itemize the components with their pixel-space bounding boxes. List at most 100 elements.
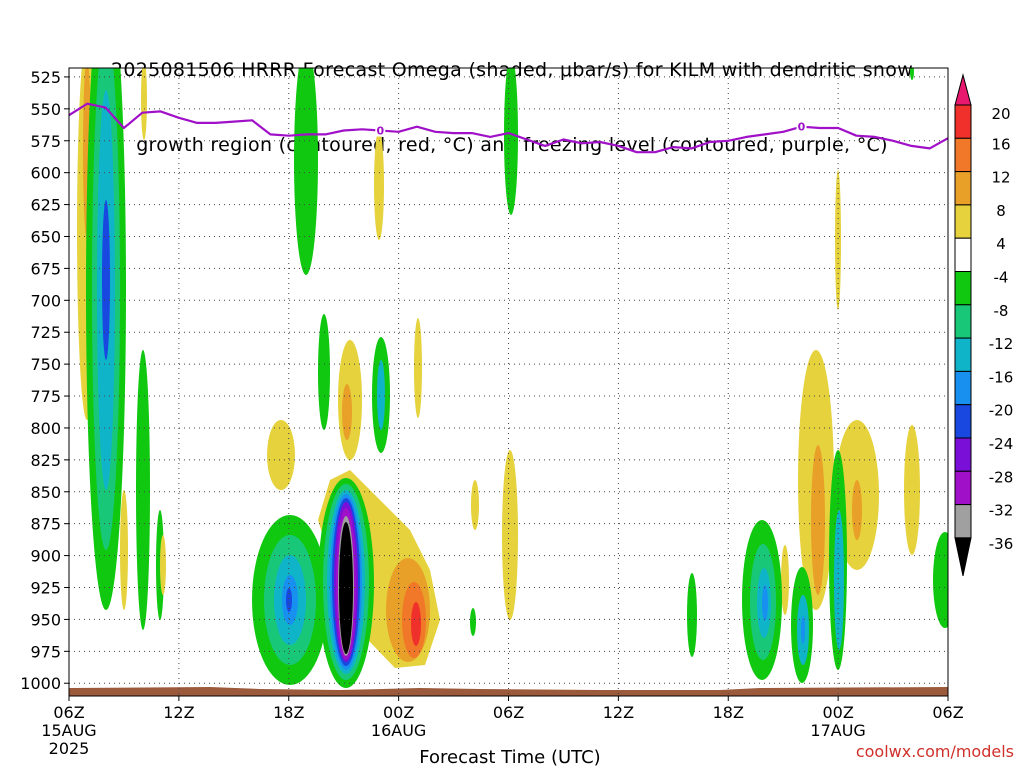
freezing-level-label: 0 xyxy=(798,121,806,134)
freezing-level-label-bg xyxy=(375,123,386,137)
y-tick-label: 750 xyxy=(30,355,61,374)
colorbar-swatch xyxy=(954,304,972,339)
y-tick-label: 575 xyxy=(30,132,61,151)
colorbar: 20 16 12 8 4 -4 -8 -12 -16 -20 -24 -28 -32 -36 xyxy=(954,73,1014,577)
omega-updraft-cell xyxy=(781,545,789,615)
colorbar-swatch xyxy=(954,437,972,472)
omega-updraft-cell xyxy=(342,384,352,440)
omega-downdraft-cell xyxy=(318,314,330,430)
freezing-level-label-bg xyxy=(796,119,807,133)
y-tick-label: 900 xyxy=(30,547,61,566)
y-tick-label: 525 xyxy=(30,68,61,87)
colorbar-swatch xyxy=(954,504,972,539)
omega-updraft-cell xyxy=(160,535,166,595)
x-tick-label: 00Z xyxy=(822,703,853,722)
x-tick-date-label: 17AUG xyxy=(810,721,865,740)
colorbar-swatch xyxy=(954,137,972,173)
x-tick-label: 06Z xyxy=(493,703,524,722)
colorbar-label: -32 xyxy=(989,502,1014,520)
y-tick-label: 1000 xyxy=(20,674,61,693)
colorbar-swatch xyxy=(954,237,972,272)
colorbar-label: 20 xyxy=(991,105,1010,123)
y-axis: 525 550 575 600 625 650 675 700 725 750 775 800 825 8… xyxy=(20,68,69,693)
x-tick-label: 18Z xyxy=(713,703,744,722)
x-tick-date-label: 15AUG xyxy=(41,721,96,740)
colorbar-swatch xyxy=(954,470,972,506)
colorbar-label: -4 xyxy=(994,269,1009,287)
credit-text: coolwx.com/models xyxy=(856,742,1014,761)
y-tick-label: 650 xyxy=(30,227,61,246)
omega-updraft-cell xyxy=(267,420,295,490)
y-tick-label: 800 xyxy=(30,419,61,438)
y-tick-label: 675 xyxy=(30,259,61,278)
omega-updraft-cell xyxy=(471,480,479,530)
colorbar-label: -8 xyxy=(994,302,1009,320)
omega-downdraft-cell xyxy=(286,588,292,612)
y-tick-label: 775 xyxy=(30,387,61,406)
omega-updraft-cell xyxy=(374,130,384,240)
colorbar-swatch xyxy=(954,204,972,239)
colorbar-label: -36 xyxy=(989,535,1014,553)
omega-updraft-cell xyxy=(852,480,862,540)
colorbar-label: 16 xyxy=(991,135,1010,153)
colorbar-bottom-arrow xyxy=(954,537,972,577)
y-tick-label: 950 xyxy=(30,610,61,629)
colorbar-label: -12 xyxy=(989,335,1014,353)
omega-updraft-cell xyxy=(120,490,128,610)
colorbar-label: 8 xyxy=(996,202,1006,220)
omega-downdraft-cell xyxy=(470,608,476,636)
colorbar-swatch xyxy=(954,404,972,439)
y-tick-label: 725 xyxy=(30,323,61,342)
omega-downdraft-cell xyxy=(102,200,110,360)
x-tick-year-label: 2025 xyxy=(49,739,90,758)
omega-updraft-cell xyxy=(141,68,147,140)
omega-updraft-cell xyxy=(502,450,518,620)
omega-updraft-cell xyxy=(411,602,421,646)
omega-downdraft-cell xyxy=(801,616,805,644)
x-tick-label: 12Z xyxy=(163,703,194,722)
colorbar-swatch xyxy=(954,171,972,206)
colorbar-label: 4 xyxy=(996,235,1006,253)
omega-updraft-cell xyxy=(811,445,825,595)
y-tick-label: 700 xyxy=(30,291,61,310)
colorbar-label: -28 xyxy=(989,468,1014,486)
colorbar-label: -24 xyxy=(989,435,1014,453)
omega-downdraft-cell xyxy=(504,68,518,215)
y-tick-label: 825 xyxy=(30,451,61,470)
y-tick-label: 875 xyxy=(30,515,61,534)
omega-downdraft-cell xyxy=(377,360,385,430)
omega-updraft-cell xyxy=(910,68,914,80)
omega-downdraft-cell xyxy=(339,522,353,654)
y-tick-label: 925 xyxy=(30,579,61,598)
chart-title-line-1: 2025081506 HRRR Forecast Omega (shaded, … xyxy=(110,59,914,81)
colorbar-top-arrow xyxy=(954,73,972,106)
omega-downdraft-cell xyxy=(294,68,318,275)
omega-shaded-field xyxy=(69,68,948,696)
omega-downdraft-cell xyxy=(933,532,948,628)
y-tick-label: 625 xyxy=(30,196,61,215)
omega-downdraft-cell xyxy=(687,573,697,657)
x-tick-date-label: 16AUG xyxy=(371,721,426,740)
omega-downdraft-cell xyxy=(136,350,150,630)
colorbar-swatch xyxy=(954,370,972,406)
colorbar-swatch xyxy=(954,271,972,306)
x-tick-label: 06Z xyxy=(53,703,84,722)
y-tick-label: 550 xyxy=(30,100,61,119)
x-tick-label: 18Z xyxy=(273,703,304,722)
y-tick-label: 975 xyxy=(30,642,61,661)
x-tick-label: 12Z xyxy=(603,703,634,722)
colorbar-label: -20 xyxy=(989,402,1014,420)
x-tick-label: 00Z xyxy=(383,703,414,722)
omega-updraft-cell xyxy=(414,318,422,418)
x-axis-title: Forecast Time (UTC) xyxy=(419,747,600,768)
colorbar-swatch xyxy=(954,104,972,139)
y-tick-label: 600 xyxy=(30,164,61,183)
colorbar-swatch xyxy=(954,337,972,372)
omega-downdraft-cell xyxy=(762,585,768,621)
freezing-level-label: 0 xyxy=(376,125,384,138)
omega-updraft-cell xyxy=(904,425,920,555)
omega-downdraft-cell xyxy=(834,510,844,650)
